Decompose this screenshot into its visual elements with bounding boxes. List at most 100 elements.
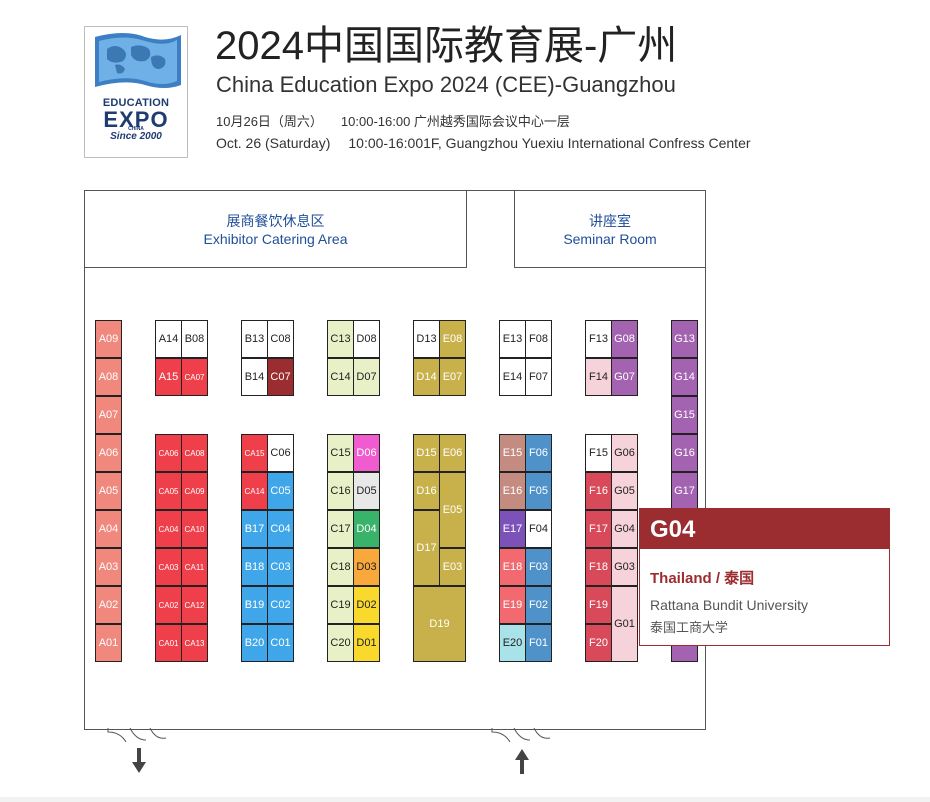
booth-d06[interactable]: D06 [353,434,380,472]
booth-d14[interactable]: D14 [413,358,440,396]
booth-a09[interactable]: A09 [95,320,122,358]
booth-ca06[interactable]: CA06 [155,434,182,472]
booth-d05[interactable]: D05 [353,472,380,510]
booth-ca08[interactable]: CA08 [181,434,208,472]
booth-c08[interactable]: C08 [267,320,294,358]
booth-e16[interactable]: E16 [499,472,526,510]
booth-e07[interactable]: E07 [439,358,466,396]
booth-c14[interactable]: C14 [327,358,354,396]
booth-c06[interactable]: C06 [267,434,294,472]
booth-a03[interactable]: A03 [95,548,122,586]
booth-c01[interactable]: C01 [267,624,294,662]
booth-e20[interactable]: E20 [499,624,526,662]
booth-a14[interactable]: A14 [155,320,182,358]
booth-ca12[interactable]: CA12 [181,586,208,624]
booth-g05[interactable]: G05 [611,472,638,510]
booth-a04[interactable]: A04 [95,510,122,548]
booth-c17[interactable]: C17 [327,510,354,548]
booth-ca09[interactable]: CA09 [181,472,208,510]
booth-e06[interactable]: E06 [439,434,466,472]
booth-f02[interactable]: F02 [525,586,552,624]
booth-f08[interactable]: F08 [525,320,552,358]
booth-g06[interactable]: G06 [611,434,638,472]
booth-f16[interactable]: F16 [585,472,612,510]
booth-a06[interactable]: A06 [95,434,122,472]
booth-d13[interactable]: D13 [413,320,440,358]
booth-e05[interactable]: E05 [439,472,466,548]
booth-d15[interactable]: D15 [413,434,440,472]
booth-f06[interactable]: F06 [525,434,552,472]
booth-f14[interactable]: F14 [585,358,612,396]
booth-d07[interactable]: D07 [353,358,380,396]
booth-e08[interactable]: E08 [439,320,466,358]
booth-b08[interactable]: B08 [181,320,208,358]
booth-d01[interactable]: D01 [353,624,380,662]
booth-ca03[interactable]: CA03 [155,548,182,586]
booth-a05[interactable]: A05 [95,472,122,510]
booth-c13[interactable]: C13 [327,320,354,358]
booth-ca11[interactable]: CA11 [181,548,208,586]
booth-c05[interactable]: C05 [267,472,294,510]
booth-a07[interactable]: A07 [95,396,122,434]
booth-ca02[interactable]: CA02 [155,586,182,624]
booth-e03[interactable]: E03 [439,548,466,586]
booth-g01[interactable]: G01 [611,586,638,662]
booth-f15[interactable]: F15 [585,434,612,472]
booth-a08[interactable]: A08 [95,358,122,396]
booth-g15[interactable]: G15 [671,396,698,434]
booth-f19[interactable]: F19 [585,586,612,624]
booth-g13[interactable]: G13 [671,320,698,358]
booth-c18[interactable]: C18 [327,548,354,586]
booth-c03[interactable]: C03 [267,548,294,586]
booth-ca05[interactable]: CA05 [155,472,182,510]
booth-e18[interactable]: E18 [499,548,526,586]
booth-c15[interactable]: C15 [327,434,354,472]
booth-c02[interactable]: C02 [267,586,294,624]
booth-e17[interactable]: E17 [499,510,526,548]
booth-ca14[interactable]: CA14 [241,472,268,510]
booth-d04[interactable]: D04 [353,510,380,548]
booth-c19[interactable]: C19 [327,586,354,624]
booth-b14[interactable]: B14 [241,358,268,396]
booth-c16[interactable]: C16 [327,472,354,510]
booth-c20[interactable]: C20 [327,624,354,662]
booth-d17[interactable]: D17 [413,510,440,586]
booth-e14[interactable]: E14 [499,358,526,396]
booth-g14[interactable]: G14 [671,358,698,396]
booth-b18[interactable]: B18 [241,548,268,586]
booth-d08[interactable]: D08 [353,320,380,358]
booth-ca01[interactable]: CA01 [155,624,182,662]
booth-e15[interactable]: E15 [499,434,526,472]
booth-f13[interactable]: F13 [585,320,612,358]
booth-f20[interactable]: F20 [585,624,612,662]
booth-a15[interactable]: A15 [155,358,182,396]
booth-b17[interactable]: B17 [241,510,268,548]
booth-d02[interactable]: D02 [353,586,380,624]
booth-ca15[interactable]: CA15 [241,434,268,472]
booth-ca04[interactable]: CA04 [155,510,182,548]
booth-f05[interactable]: F05 [525,472,552,510]
booth-f03[interactable]: F03 [525,548,552,586]
booth-ca13[interactable]: CA13 [181,624,208,662]
booth-f18[interactable]: F18 [585,548,612,586]
booth-d03[interactable]: D03 [353,548,380,586]
booth-d19[interactable]: D19 [413,586,466,662]
booth-ca07[interactable]: CA07 [181,358,208,396]
booth-info-popup[interactable]: G04 Thailand / 泰国 Rattana Bundit Univers… [639,508,890,646]
booth-b20[interactable]: B20 [241,624,268,662]
booth-f17[interactable]: F17 [585,510,612,548]
booth-c07[interactable]: C07 [267,358,294,396]
booth-g16[interactable]: G16 [671,434,698,472]
booth-f07[interactable]: F07 [525,358,552,396]
booth-c04[interactable]: C04 [267,510,294,548]
booth-g08[interactable]: G08 [611,320,638,358]
booth-f01[interactable]: F01 [525,624,552,662]
booth-g17[interactable]: G17 [671,472,698,510]
booth-g04[interactable]: G04 [611,510,638,548]
booth-ca10[interactable]: CA10 [181,510,208,548]
booth-a01[interactable]: A01 [95,624,122,662]
booth-a02[interactable]: A02 [95,586,122,624]
booth-e19[interactable]: E19 [499,586,526,624]
booth-g07[interactable]: G07 [611,358,638,396]
booth-b13[interactable]: B13 [241,320,268,358]
